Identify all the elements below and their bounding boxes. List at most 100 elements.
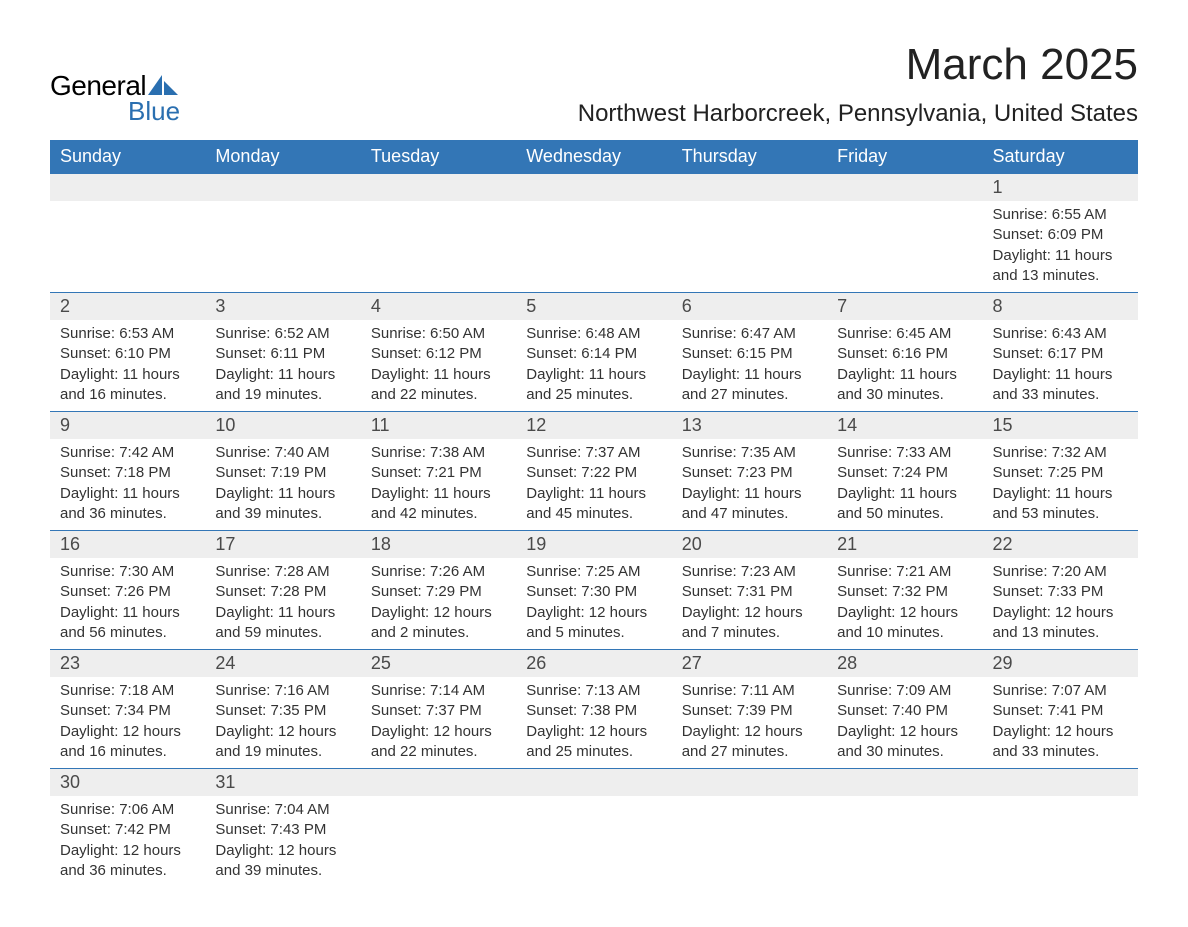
day-number: 8 xyxy=(983,293,1138,320)
sunrise-line: Sunrise: 7:38 AM xyxy=(371,443,506,463)
day-number: 23 xyxy=(50,650,205,677)
month-title: March 2025 xyxy=(578,40,1138,90)
sunset-line: Sunset: 7:37 PM xyxy=(371,701,506,721)
sunrise-line: Sunrise: 6:47 AM xyxy=(682,324,817,344)
sunrise-line: Sunrise: 7:21 AM xyxy=(837,562,972,582)
sunrise-line: Sunrise: 7:06 AM xyxy=(60,800,195,820)
sunset-line: Sunset: 6:16 PM xyxy=(837,344,972,364)
sunrise-line: Sunrise: 7:28 AM xyxy=(215,562,350,582)
weekday-header: Thursday xyxy=(672,140,827,174)
day-cell: Sunrise: 6:50 AMSunset: 6:12 PMDaylight:… xyxy=(361,320,516,412)
day-cell: Sunrise: 7:11 AMSunset: 7:39 PMDaylight:… xyxy=(672,677,827,769)
day-number: 27 xyxy=(672,650,827,677)
daylight-line: Daylight: 12 hours and 27 minutes. xyxy=(682,722,817,763)
day-number: 7 xyxy=(827,293,982,320)
day-number: 3 xyxy=(205,293,360,320)
weekday-header: Friday xyxy=(827,140,982,174)
daylight-line: Daylight: 11 hours and 50 minutes. xyxy=(837,484,972,525)
day-number: 29 xyxy=(983,650,1138,677)
sunset-line: Sunset: 7:24 PM xyxy=(837,463,972,483)
daylight-line: Daylight: 12 hours and 10 minutes. xyxy=(837,603,972,644)
sunrise-line: Sunrise: 7:33 AM xyxy=(837,443,972,463)
daylight-line: Daylight: 11 hours and 53 minutes. xyxy=(993,484,1128,525)
day-number: 5 xyxy=(516,293,671,320)
sunset-line: Sunset: 7:28 PM xyxy=(215,582,350,602)
daylight-line: Daylight: 12 hours and 13 minutes. xyxy=(993,603,1128,644)
sunrise-line: Sunrise: 7:32 AM xyxy=(993,443,1128,463)
day-number: 19 xyxy=(516,531,671,558)
sunrise-line: Sunrise: 7:07 AM xyxy=(993,681,1128,701)
daylight-line: Daylight: 12 hours and 30 minutes. xyxy=(837,722,972,763)
day-cell: Sunrise: 7:21 AMSunset: 7:32 PMDaylight:… xyxy=(827,558,982,650)
day-cell: Sunrise: 7:28 AMSunset: 7:28 PMDaylight:… xyxy=(205,558,360,650)
day-cell: Sunrise: 7:04 AMSunset: 7:43 PMDaylight:… xyxy=(205,796,360,887)
daylight-line: Daylight: 11 hours and 16 minutes. xyxy=(60,365,195,406)
day-cell: Sunrise: 7:13 AMSunset: 7:38 PMDaylight:… xyxy=(516,677,671,769)
daylight-line: Daylight: 12 hours and 2 minutes. xyxy=(371,603,506,644)
daylight-line: Daylight: 11 hours and 59 minutes. xyxy=(215,603,350,644)
sunset-line: Sunset: 6:17 PM xyxy=(993,344,1128,364)
weekday-header: Wednesday xyxy=(516,140,671,174)
title-block: March 2025 Northwest Harborcreek, Pennsy… xyxy=(578,40,1138,128)
sunrise-line: Sunrise: 7:25 AM xyxy=(526,562,661,582)
daylight-line: Daylight: 11 hours and 39 minutes. xyxy=(215,484,350,525)
day-number: 1 xyxy=(983,174,1138,201)
sunset-line: Sunset: 6:09 PM xyxy=(993,225,1128,245)
day-cell: Sunrise: 6:47 AMSunset: 6:15 PMDaylight:… xyxy=(672,320,827,412)
day-cell: Sunrise: 6:52 AMSunset: 6:11 PMDaylight:… xyxy=(205,320,360,412)
day-number: 6 xyxy=(672,293,827,320)
header: General Blue March 2025 Northwest Harbor… xyxy=(50,40,1138,128)
sunrise-line: Sunrise: 7:13 AM xyxy=(526,681,661,701)
sunset-line: Sunset: 7:29 PM xyxy=(371,582,506,602)
sunset-line: Sunset: 7:41 PM xyxy=(993,701,1128,721)
sunset-line: Sunset: 6:14 PM xyxy=(526,344,661,364)
sunrise-line: Sunrise: 6:43 AM xyxy=(993,324,1128,344)
calendar-table: SundayMondayTuesdayWednesdayThursdayFrid… xyxy=(50,140,1138,887)
day-number: 22 xyxy=(983,531,1138,558)
weekday-header: Monday xyxy=(205,140,360,174)
sunset-line: Sunset: 6:12 PM xyxy=(371,344,506,364)
sunset-line: Sunset: 6:15 PM xyxy=(682,344,817,364)
sunrise-line: Sunrise: 7:35 AM xyxy=(682,443,817,463)
day-number: 24 xyxy=(205,650,360,677)
day-number: 20 xyxy=(672,531,827,558)
sunrise-line: Sunrise: 7:42 AM xyxy=(60,443,195,463)
daylight-line: Daylight: 11 hours and 19 minutes. xyxy=(215,365,350,406)
sunrise-line: Sunrise: 7:09 AM xyxy=(837,681,972,701)
sunrise-line: Sunrise: 7:20 AM xyxy=(993,562,1128,582)
sunset-line: Sunset: 7:23 PM xyxy=(682,463,817,483)
sunrise-line: Sunrise: 7:11 AM xyxy=(682,681,817,701)
sunset-line: Sunset: 7:18 PM xyxy=(60,463,195,483)
day-number: 17 xyxy=(205,531,360,558)
daylight-line: Daylight: 11 hours and 25 minutes. xyxy=(526,365,661,406)
day-cell: Sunrise: 6:53 AMSunset: 6:10 PMDaylight:… xyxy=(50,320,205,412)
day-cell: Sunrise: 7:25 AMSunset: 7:30 PMDaylight:… xyxy=(516,558,671,650)
sunset-line: Sunset: 7:26 PM xyxy=(60,582,195,602)
sunset-line: Sunset: 6:11 PM xyxy=(215,344,350,364)
sunset-line: Sunset: 7:34 PM xyxy=(60,701,195,721)
sunrise-line: Sunrise: 7:18 AM xyxy=(60,681,195,701)
sunrise-line: Sunrise: 6:52 AM xyxy=(215,324,350,344)
day-number: 18 xyxy=(361,531,516,558)
day-cell: Sunrise: 6:45 AMSunset: 6:16 PMDaylight:… xyxy=(827,320,982,412)
day-cell: Sunrise: 7:23 AMSunset: 7:31 PMDaylight:… xyxy=(672,558,827,650)
day-number: 31 xyxy=(205,769,360,796)
day-cell: Sunrise: 7:30 AMSunset: 7:26 PMDaylight:… xyxy=(50,558,205,650)
day-cell: Sunrise: 7:07 AMSunset: 7:41 PMDaylight:… xyxy=(983,677,1138,769)
day-cell: Sunrise: 7:09 AMSunset: 7:40 PMDaylight:… xyxy=(827,677,982,769)
day-cell: Sunrise: 7:06 AMSunset: 7:42 PMDaylight:… xyxy=(50,796,205,887)
daylight-line: Daylight: 12 hours and 39 minutes. xyxy=(215,841,350,882)
daylight-line: Daylight: 12 hours and 7 minutes. xyxy=(682,603,817,644)
day-cell: Sunrise: 7:42 AMSunset: 7:18 PMDaylight:… xyxy=(50,439,205,531)
day-number: 10 xyxy=(205,412,360,439)
day-number: 4 xyxy=(361,293,516,320)
sunset-line: Sunset: 7:25 PM xyxy=(993,463,1128,483)
daylight-line: Daylight: 12 hours and 5 minutes. xyxy=(526,603,661,644)
sunset-line: Sunset: 7:31 PM xyxy=(682,582,817,602)
day-cell: Sunrise: 7:26 AMSunset: 7:29 PMDaylight:… xyxy=(361,558,516,650)
weekday-header: Saturday xyxy=(983,140,1138,174)
daylight-line: Daylight: 11 hours and 56 minutes. xyxy=(60,603,195,644)
day-cell: Sunrise: 7:38 AMSunset: 7:21 PMDaylight:… xyxy=(361,439,516,531)
daylight-line: Daylight: 11 hours and 36 minutes. xyxy=(60,484,195,525)
day-number: 21 xyxy=(827,531,982,558)
